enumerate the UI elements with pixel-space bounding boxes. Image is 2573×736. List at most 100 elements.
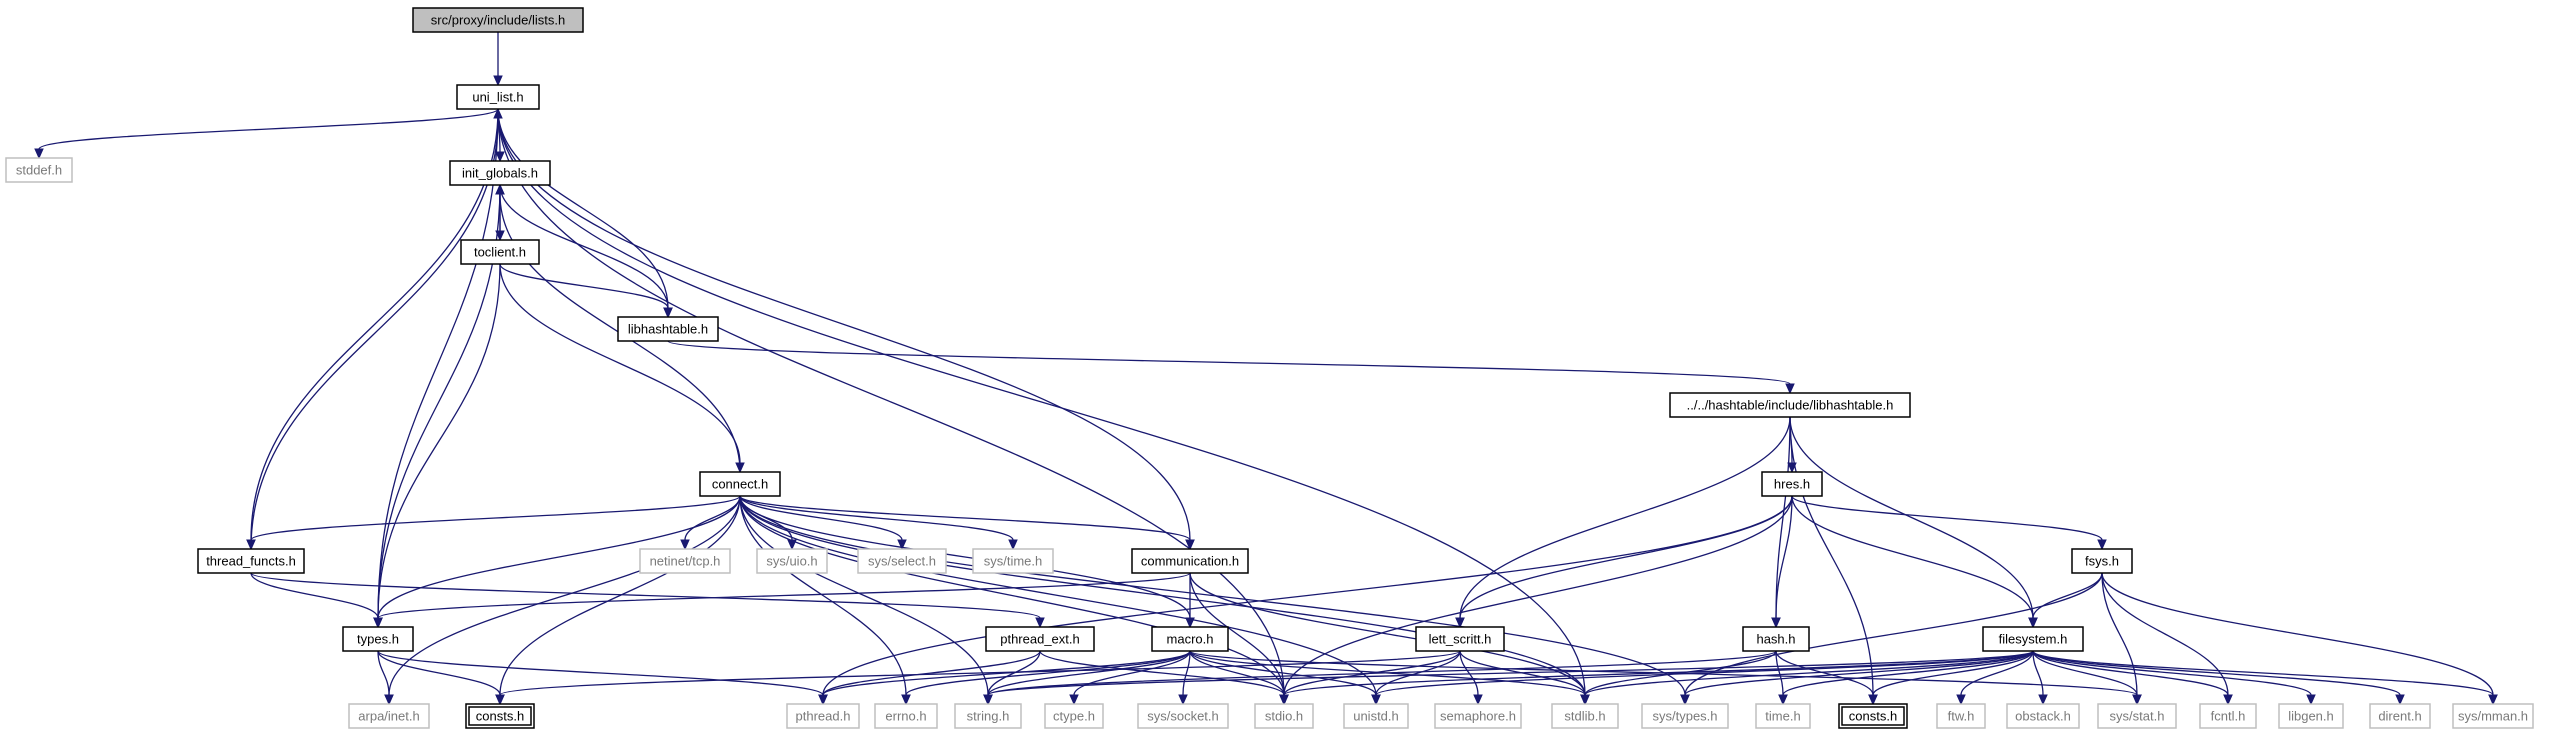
edge-arrowhead-types-to-arpa_inet	[384, 694, 394, 706]
node-label: stdlib.h	[1564, 709, 1605, 724]
node-semaphore: semaphore.h	[1434, 703, 1522, 729]
node-box	[985, 626, 1095, 652]
edge-hres-to-filesystem	[1791, 495, 2034, 619]
node-init-globals[interactable]: init_globals.h	[449, 160, 551, 186]
edge-macro-to-ctype	[1073, 650, 1191, 696]
node-time: time.h	[1755, 703, 1811, 729]
edge-filesystem-to-obstack	[2032, 650, 2044, 696]
edge-thread_functs-to-uni_list	[250, 117, 499, 550]
node-label: thread_functs.h	[206, 554, 296, 569]
edge-arrowhead-macro-to-ctype	[1069, 694, 1079, 706]
node-obstack: obstack.h	[2006, 703, 2080, 729]
edge-fsys-to-fcntl	[2101, 572, 2229, 696]
edge-uni_list-to-stdlib	[497, 108, 1586, 696]
node-label: init_globals.h	[462, 166, 538, 181]
node-box	[449, 160, 551, 186]
node-box	[1936, 703, 1986, 729]
edge-connect-to-stdlib	[739, 495, 1586, 696]
node-box	[2199, 703, 2257, 729]
edge-filesystem-to-sys_stat	[2032, 650, 2138, 696]
edge-arrowhead-filesystem-to-obstack	[2038, 694, 2048, 706]
edge-arrowhead-connect-to-communication	[1185, 539, 1195, 551]
edge-connect-to-macro	[739, 495, 1191, 619]
node-toclient[interactable]: toclient.h	[460, 239, 540, 265]
edge-connect-to-string	[739, 495, 989, 696]
node-pthread-ext[interactable]: pthread_ext.h	[985, 626, 1095, 652]
node-types[interactable]: types.h	[342, 626, 414, 652]
edge-connect-to-stdio	[739, 495, 1285, 696]
node-lett-scritt[interactable]: lett_scritt.h	[1415, 626, 1505, 652]
node-label: arpa/inet.h	[358, 709, 419, 724]
node-filesystem[interactable]: filesystem.h	[1982, 626, 2084, 652]
node-label: semaphore.h	[1440, 709, 1516, 724]
node-netinet-tcp: netinet/tcp.h	[639, 548, 731, 574]
edge-uni_list-to-types	[377, 108, 499, 619]
node-macro[interactable]: macro.h	[1151, 626, 1229, 652]
node-label: libhashtable.h	[628, 322, 708, 337]
edge-pthread_ext-to-stdio	[1039, 650, 1285, 696]
edge-layer	[34, 32, 2498, 706]
node-label: types.h	[357, 632, 399, 647]
node-libhashtable[interactable]: libhashtable.h	[617, 316, 719, 342]
node-box	[617, 316, 719, 342]
edge-arrowhead-filesystem-to-stdio	[1279, 694, 1289, 706]
node-sys-select: sys/select.h	[857, 548, 947, 574]
edge-communication-to-types	[377, 572, 1191, 619]
edge-macro-to-errno	[905, 650, 1191, 696]
node-label: unistd.h	[1353, 709, 1399, 724]
edge-arrowhead-filesystem-to-sys_stat	[2132, 694, 2142, 706]
edge-filesystem-to-string	[987, 650, 2034, 696]
node-uni-list[interactable]: uni_list.h	[456, 84, 540, 110]
node-label: sys/time.h	[984, 554, 1043, 569]
edge-toclient-to-libhashtable	[499, 263, 669, 309]
edge-filesystem-to-unistd	[1375, 650, 2034, 696]
edge-arrowhead-lett_scritt-to-semaphore	[1473, 694, 1483, 706]
edge-connect-to-unistd	[739, 495, 1377, 696]
edge-hash-to-consts_b	[1775, 650, 1874, 696]
node-label: pthread_ext.h	[1000, 632, 1080, 647]
edge-arrowhead-thread_functs-to-types	[373, 617, 383, 629]
node-label: sys/stat.h	[2110, 709, 2165, 724]
edge-hres-to-stdio	[1283, 495, 1793, 696]
node-box	[972, 548, 1054, 574]
node-unistd: unistd.h	[1343, 703, 1409, 729]
node-thread-functs[interactable]: thread_functs.h	[197, 548, 305, 574]
node-consts-a[interactable]: consts.h	[465, 703, 535, 729]
node-libhashtable-full[interactable]: ../../hashtable/include/libhashtable.h	[1669, 392, 1911, 418]
edge-arrowhead-connect-to-netinet_tcp	[680, 539, 690, 551]
node-hres[interactable]: hres.h	[1761, 471, 1823, 497]
node-lists[interactable]: src/proxy/include/lists.h	[412, 7, 584, 33]
node-box	[197, 548, 305, 574]
node-label: ctype.h	[1053, 709, 1095, 724]
node-connect[interactable]: connect.h	[699, 471, 781, 497]
node-label: ftw.h	[1948, 709, 1975, 724]
node-communication[interactable]: communication.h	[1131, 548, 1249, 574]
node-box	[460, 239, 540, 265]
node-box	[786, 703, 860, 729]
node-hash[interactable]: hash.h	[1742, 626, 1810, 652]
node-inner-border	[1841, 706, 1905, 726]
node-box	[1151, 626, 1229, 652]
node-fsys[interactable]: fsys.h	[2071, 548, 2133, 574]
node-box	[1838, 703, 1908, 729]
edge-macro-to-unistd	[1189, 650, 1377, 696]
node-label: consts.h	[476, 709, 524, 724]
edge-init_globals-to-libhashtable	[499, 184, 669, 309]
edge-filesystem-to-dirent	[2032, 650, 2401, 696]
edge-hash-to-time	[1775, 650, 1784, 696]
node-label: string.h	[967, 709, 1010, 724]
edge-lett_scritt-to-semaphore	[1459, 650, 1479, 696]
node-box	[2071, 548, 2133, 574]
node-box	[2097, 703, 2177, 729]
node-box	[1137, 703, 1229, 729]
node-arpa-inet: arpa/inet.h	[348, 703, 430, 729]
edge-types-to-consts_a	[377, 650, 501, 696]
node-box	[1755, 703, 1811, 729]
node-box	[2452, 703, 2534, 729]
node-sys-socket: sys/socket.h	[1137, 703, 1229, 729]
edge-uni_list-to-stddef	[38, 108, 499, 150]
node-label: sys/select.h	[868, 554, 936, 569]
node-consts-b[interactable]: consts.h	[1838, 703, 1908, 729]
node-box	[348, 703, 430, 729]
edge-arrowhead-filesystem-to-string	[983, 694, 993, 706]
